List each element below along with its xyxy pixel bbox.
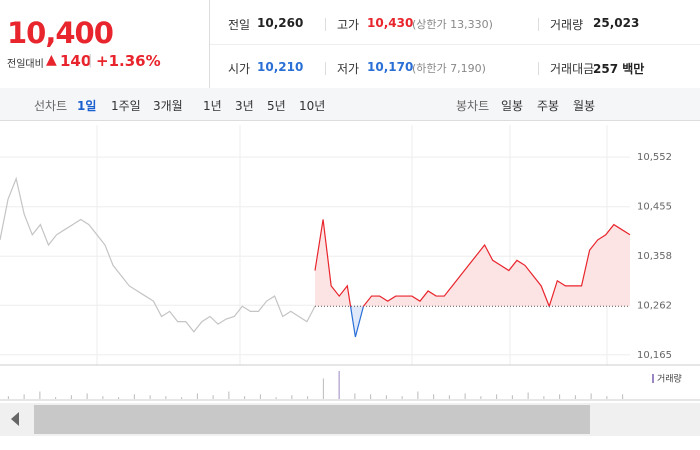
y-tick-label: 10,262	[637, 300, 672, 311]
stat-value: 10,210	[257, 60, 304, 74]
change-icon: ▲	[46, 52, 57, 68]
volume-bar	[417, 391, 419, 399]
tab[interactable]: 3년	[235, 99, 254, 113]
volume-bar	[622, 394, 624, 399]
volume-bar	[86, 393, 88, 399]
tab-group-label: 봉차트	[456, 99, 490, 113]
volume-bar	[244, 396, 246, 399]
change: 140	[60, 52, 92, 70]
sep: |	[88, 53, 93, 68]
stat-note: (상한가 13,330)	[412, 18, 493, 31]
stat-value: 257 백만	[593, 62, 645, 76]
volume-bar	[196, 393, 198, 399]
volume-bar	[291, 395, 293, 399]
scroll-thumb[interactable]	[34, 405, 590, 434]
stat-value: 10,260	[257, 16, 304, 30]
legend-swatch	[652, 374, 654, 383]
volume-bar	[385, 395, 387, 399]
y-tick-label: 10,455	[637, 202, 672, 213]
volume-bar	[354, 393, 356, 399]
volume-bar	[212, 395, 214, 399]
rate: +1.36%	[96, 52, 161, 70]
tab[interactable]: 10년	[299, 99, 326, 113]
volume-bar	[228, 391, 230, 399]
volume-bar	[23, 394, 25, 399]
tab[interactable]: 월봉	[573, 99, 596, 113]
toolbar	[0, 88, 700, 121]
y-tick-label: 10,552	[637, 152, 672, 163]
divider	[210, 44, 700, 45]
volume-bar	[511, 395, 513, 399]
volume-bar	[574, 395, 576, 399]
volume-bar	[275, 397, 277, 399]
scroll-left[interactable]	[11, 412, 19, 426]
sep	[325, 18, 326, 31]
stat-value: 10,170	[367, 60, 414, 74]
tab[interactable]: 3개월	[153, 99, 183, 113]
volume-bar	[496, 394, 498, 399]
tab[interactable]: 주봉	[537, 99, 560, 113]
volume-bar	[149, 395, 151, 399]
stat-label: 전일	[228, 18, 251, 32]
legend-label: 거래량	[657, 373, 682, 385]
tab[interactable]: 1일	[77, 99, 97, 113]
y-tick-label: 10,358	[637, 251, 672, 262]
volume-bar	[259, 394, 261, 399]
stat-value: 25,023	[593, 16, 640, 30]
volume-bar	[401, 396, 403, 399]
line	[0, 176, 316, 333]
volume-bar	[70, 395, 72, 399]
volume-bar	[322, 378, 324, 399]
tab[interactable]: 1년	[203, 99, 222, 113]
volume-bar	[464, 393, 466, 399]
time-grid	[96, 125, 608, 365]
stat-label: 거래량	[550, 18, 584, 32]
tab-group-label: 선차트	[34, 99, 68, 113]
volume-bar	[433, 394, 435, 399]
y-tick-label: 10,165	[637, 350, 672, 361]
price: 10,400	[7, 16, 114, 50]
sep	[538, 62, 539, 75]
volume-bar	[338, 371, 340, 399]
divider	[209, 0, 210, 88]
line	[314, 219, 631, 338]
volume-bar	[55, 397, 57, 399]
volume-bar	[480, 396, 482, 399]
tab[interactable]: 일봉	[501, 99, 524, 113]
sep	[538, 18, 539, 31]
stat-label: 거래대금	[550, 62, 595, 76]
tab[interactable]: 1주일	[111, 99, 141, 113]
volume-bar	[307, 396, 309, 399]
volume-bar	[559, 394, 561, 399]
volume-bar	[165, 396, 167, 399]
volume-bar	[448, 395, 450, 399]
volume-bar	[590, 393, 592, 399]
volume-bar	[527, 392, 529, 399]
stat-note: (하한가 7,190)	[412, 62, 486, 75]
volume-bar	[39, 391, 41, 399]
stat-label: 저가	[337, 62, 360, 76]
stat-label: 고가	[337, 18, 360, 32]
volume-bar	[543, 396, 545, 399]
stat-label: 시가	[228, 62, 251, 76]
volume-bar	[606, 396, 608, 399]
volume-bar	[181, 397, 183, 399]
volume-bar	[370, 394, 372, 399]
volume-bar	[7, 396, 9, 399]
volume-bar	[133, 394, 135, 399]
sep	[325, 62, 326, 75]
stat-value: 10,430	[367, 16, 414, 30]
volume-bar	[118, 397, 120, 399]
volume-bar	[102, 396, 104, 399]
tab[interactable]: 5년	[267, 99, 286, 113]
area	[315, 219, 630, 337]
change-label: 전일대비	[7, 59, 44, 70]
